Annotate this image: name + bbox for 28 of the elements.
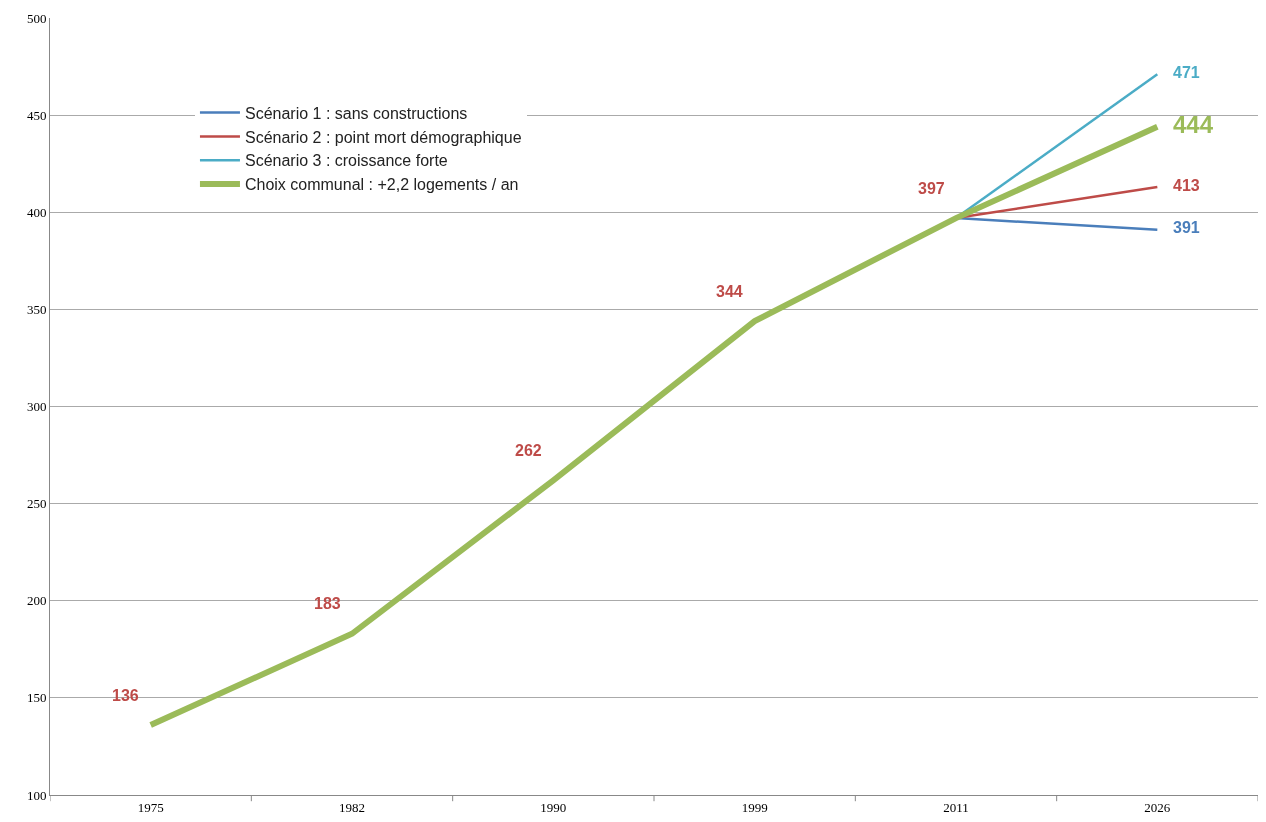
data-label: 391 bbox=[1173, 219, 1200, 236]
x-tick-label: 2026 bbox=[1144, 799, 1171, 815]
y-tick-label: 350 bbox=[26, 301, 47, 317]
x-tick-label: 2011 bbox=[943, 799, 969, 815]
legend-label: Scénario 1 : sans constructions bbox=[244, 104, 468, 122]
x-tick-label: 1975 bbox=[137, 799, 164, 815]
y-tick-label: 500 bbox=[26, 10, 47, 26]
x-tick-label: 1990 bbox=[540, 799, 567, 815]
data-label: 397 bbox=[918, 180, 945, 197]
y-tick-label: 100 bbox=[26, 787, 47, 803]
y-tick-label: 150 bbox=[26, 690, 47, 706]
y-tick-label: 400 bbox=[26, 204, 47, 220]
x-tick-label: 1982 bbox=[339, 799, 365, 815]
legend-label: Scénario 2 : point mort démographique bbox=[244, 128, 522, 146]
data-label: 344 bbox=[716, 283, 743, 300]
data-label: 444 bbox=[1173, 111, 1214, 138]
data-label: 183 bbox=[314, 595, 341, 612]
y-tick-label: 200 bbox=[26, 593, 47, 609]
x-tick-label: 1999 bbox=[741, 799, 768, 815]
y-tick-label: 250 bbox=[26, 496, 47, 512]
y-tick-label: 300 bbox=[26, 399, 47, 415]
legend-label: Scénario 3 : croissance forte bbox=[244, 152, 448, 170]
data-label: 413 bbox=[1173, 177, 1200, 194]
data-label: 471 bbox=[1173, 64, 1200, 81]
data-label: 136 bbox=[112, 687, 139, 704]
y-tick-label: 450 bbox=[26, 107, 47, 123]
data-label: 262 bbox=[515, 442, 542, 459]
legend-label: Choix communal : +2,2 logements / an bbox=[244, 176, 519, 194]
